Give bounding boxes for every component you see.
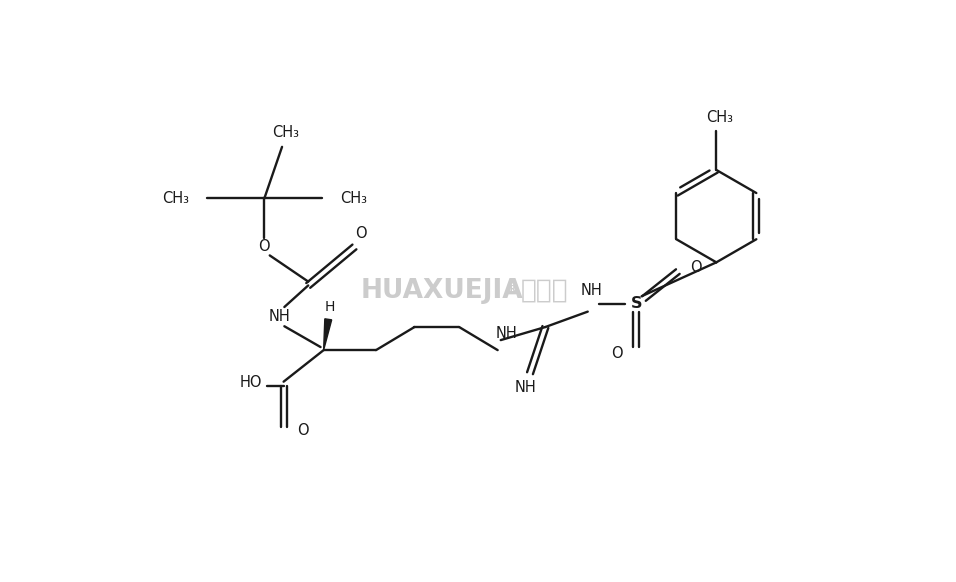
- Text: NH: NH: [514, 379, 536, 395]
- Text: H: H: [325, 300, 335, 314]
- Text: NH: NH: [580, 282, 602, 297]
- Text: NH: NH: [269, 308, 291, 324]
- Text: HUAXUEJIA: HUAXUEJIA: [360, 278, 523, 304]
- Text: O: O: [611, 346, 622, 361]
- Text: S: S: [631, 296, 642, 311]
- Text: 化学加: 化学加: [521, 278, 569, 304]
- Text: ®: ®: [506, 282, 521, 297]
- Text: O: O: [355, 226, 366, 240]
- Text: CH₃: CH₃: [272, 126, 298, 140]
- Text: CH₃: CH₃: [162, 191, 189, 206]
- Text: O: O: [258, 239, 271, 254]
- Text: CH₃: CH₃: [339, 191, 367, 206]
- Text: NH: NH: [496, 326, 518, 340]
- Text: CH₃: CH₃: [706, 110, 733, 125]
- Text: O: O: [297, 423, 309, 438]
- Text: HO: HO: [240, 375, 262, 390]
- Text: O: O: [690, 260, 702, 275]
- Polygon shape: [324, 319, 332, 350]
